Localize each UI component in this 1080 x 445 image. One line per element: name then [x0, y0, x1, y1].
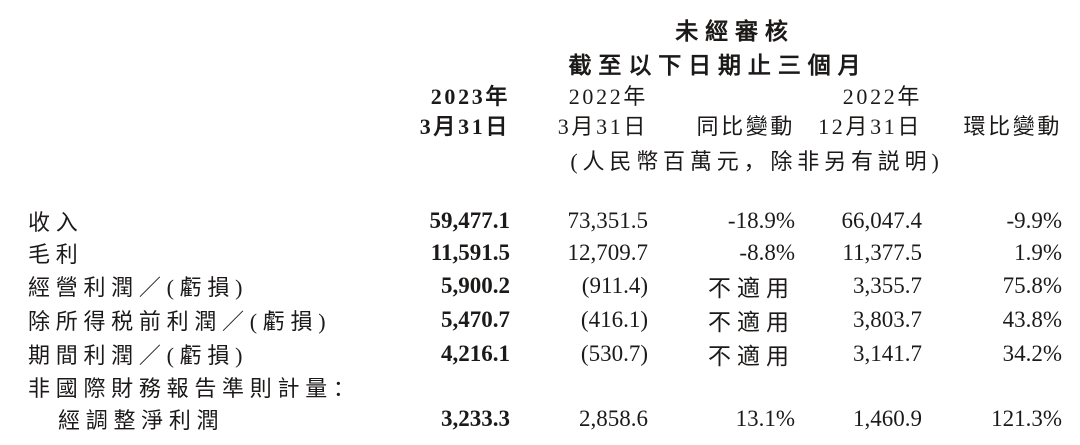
- col-header-2023-03-31: 2023年 3月31日: [360, 80, 510, 142]
- value-qoq-change: 43.8%: [1002, 307, 1063, 332]
- value-yoy-change: 不適用: [708, 276, 795, 301]
- value-2022-03-31: 73,351.5: [567, 208, 649, 233]
- value-qoq-change: [922, 371, 1062, 403]
- value-qoq-change: 1.9%: [1014, 240, 1063, 265]
- row-label: 期間利潤／(虧損): [28, 343, 249, 368]
- row-label: 經營利潤／(虧損): [28, 275, 249, 300]
- value-2023-03-31: 3,233.3: [441, 406, 510, 431]
- col-header-date: 3月31日: [419, 114, 510, 139]
- table-row-operating-profit: 經營利潤／(虧損) 5,900.2 (911.4) 不適用 3,355.7 75…: [0, 269, 1062, 303]
- period-row: 截至以下日期止三個月: [0, 46, 1062, 80]
- value-yoy-change: -8.8%: [739, 240, 795, 265]
- value-yoy-change: 13.1%: [735, 406, 795, 431]
- value-2022-12-31: 11,377.5: [842, 240, 922, 265]
- col-header-year: 2023年: [430, 84, 510, 109]
- value-2023-03-31: 59,477.1: [429, 208, 511, 233]
- value-2022-12-31: [795, 371, 922, 403]
- value-yoy-change: 不適用: [708, 344, 795, 369]
- col-header-year: 2022年: [568, 84, 648, 109]
- value-qoq-change: -9.9%: [1006, 208, 1063, 233]
- row-label: 經調整淨利潤: [58, 408, 225, 433]
- value-2022-03-31: (530.7): [580, 341, 648, 366]
- table-row-adjusted-net-profit: 經調整淨利潤 3,233.3 2,858.6 13.1% 1,460.9 121…: [0, 403, 1062, 435]
- value-2022-12-31: 3,141.7: [853, 341, 922, 366]
- spacer-row: [0, 177, 1062, 205]
- value-qoq-change: 121.3%: [991, 406, 1063, 431]
- value-2022-03-31: (911.4): [581, 273, 648, 298]
- col-header-date: 同比變動: [696, 114, 795, 139]
- table-row-profit-for-period: 期間利潤／(虧損) 4,216.1 (530.7) 不適用 3,141.7 34…: [0, 337, 1062, 371]
- col-header-date: 環比變動: [963, 114, 1063, 139]
- value-2022-12-31: 66,047.4: [841, 208, 923, 233]
- unaudited-heading: 未經審核: [675, 19, 795, 44]
- table-header: 未經審核 截至以下日期止三個月 2023年 3月31日 2022年 3月31日: [0, 12, 1062, 177]
- column-headers-row: 2023年 3月31日 2022年 3月31日 同比變動 2022年 12月31…: [0, 80, 1062, 142]
- table-row-revenue: 收入 59,477.1 73,351.5 -18.9% 66,047.4 -9.…: [0, 205, 1062, 237]
- table-row-profit-before-tax: 除所得税前利潤／(虧損) 5,470.7 (416.1) 不適用 3,803.7…: [0, 303, 1062, 337]
- col-header-date: 3月31日: [557, 114, 648, 139]
- unaudited-row: 未經審核: [0, 12, 1062, 46]
- col-header-date: 12月31日: [818, 114, 922, 139]
- row-label: 毛利: [28, 242, 84, 267]
- col-header-2022-03-31: 2022年 3月31日: [510, 80, 648, 142]
- value-2023-03-31: 5,470.7: [441, 307, 510, 332]
- value-2022-03-31: [510, 371, 648, 403]
- unit-note-row: (人民幣百萬元，除非另有説明): [0, 142, 1062, 177]
- value-2023-03-31: 11,591.5: [430, 240, 510, 265]
- col-header-2022-12-31: 2022年 12月31日: [795, 80, 922, 142]
- value-2022-03-31: 12,709.7: [567, 240, 649, 265]
- value-yoy-change: -18.9%: [727, 208, 795, 233]
- currency-unit-note: (人民幣百萬元，除非另有説明): [570, 148, 944, 174]
- row-label: 收入: [28, 210, 84, 235]
- table-body: 收入 59,477.1 73,351.5 -18.9% 66,047.4 -9.…: [0, 177, 1062, 435]
- value-qoq-change: 34.2%: [1002, 341, 1063, 366]
- col-header-qoq-change: 環比變動: [922, 80, 1062, 142]
- quarterly-results-table: 未經審核 截至以下日期止三個月 2023年 3月31日 2022年 3月31日: [0, 12, 1062, 435]
- value-qoq-change: 75.8%: [1002, 273, 1063, 298]
- row-label: 除所得税前利潤／(虧損): [28, 309, 332, 334]
- value-2023-03-31: 5,900.2: [441, 273, 510, 298]
- value-2022-12-31: 3,803.7: [853, 307, 922, 332]
- value-2022-03-31: (416.1): [580, 307, 648, 332]
- table-row-gross-profit: 毛利 11,591.5 12,709.7 -8.8% 11,377.5 1.9%: [0, 237, 1062, 269]
- value-yoy-change: 不適用: [708, 310, 795, 335]
- value-2022-12-31: 1,460.9: [853, 406, 922, 431]
- value-2022-03-31: 2,858.6: [579, 406, 648, 431]
- value-yoy-change: [648, 371, 795, 403]
- row-label: 非國際財務報告準則計量：: [28, 376, 361, 401]
- value-2023-03-31: 4,216.1: [441, 341, 510, 366]
- value-2022-12-31: 3,355.7: [853, 273, 922, 298]
- period-heading: 截至以下日期止三個月: [568, 53, 868, 78]
- value-2023-03-31: [360, 371, 510, 403]
- table-row-non-ifrs-measure-heading: 非國際財務報告準則計量：: [0, 371, 1062, 403]
- col-header-year: 2022年: [842, 84, 922, 109]
- col-header-yoy-change: 同比變動: [648, 80, 795, 142]
